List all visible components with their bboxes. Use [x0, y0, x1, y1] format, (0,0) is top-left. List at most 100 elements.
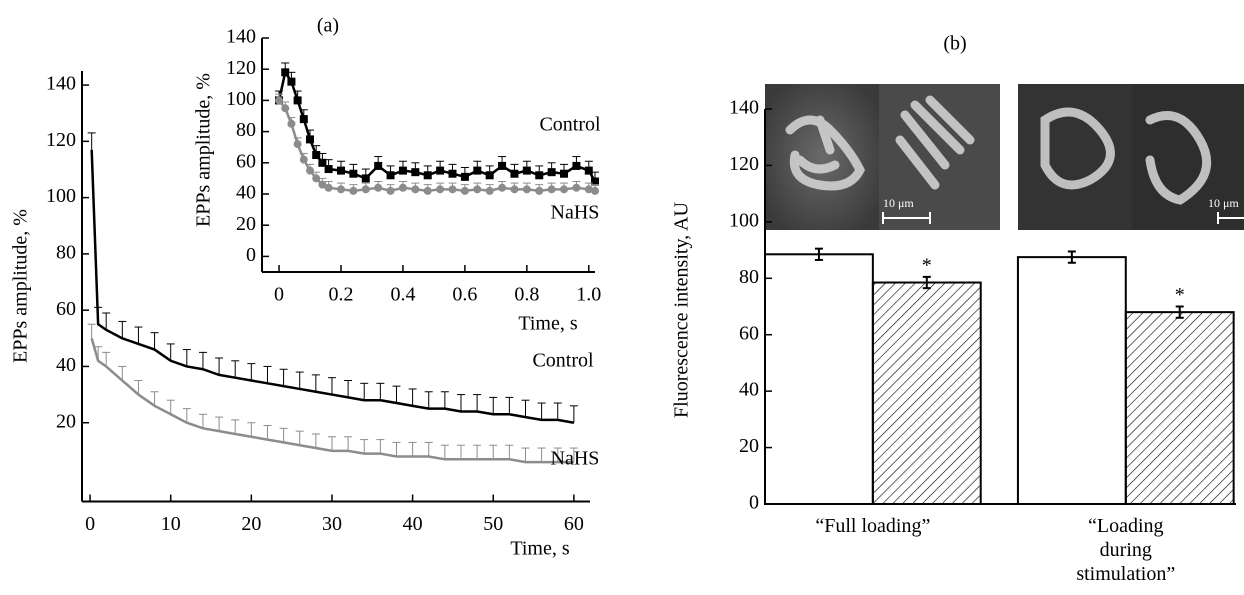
y-tick-label: 0	[749, 492, 759, 514]
marker	[374, 183, 383, 192]
marker	[287, 77, 296, 86]
marker	[572, 161, 581, 170]
y-tick-label: 120	[226, 57, 256, 79]
marker	[398, 183, 407, 192]
y-tick-label: 40	[739, 379, 759, 401]
bar	[764, 253, 874, 505]
y-axis-label: EPPs amplitude, %	[10, 209, 32, 363]
marker	[535, 171, 544, 180]
marker	[318, 180, 327, 189]
y-tick-label: 80	[236, 119, 256, 141]
marker	[547, 185, 556, 194]
bar	[1016, 256, 1127, 505]
marker	[361, 174, 370, 183]
x-tick-label: 0	[85, 513, 95, 535]
y-tick-label: 0	[246, 244, 256, 266]
marker	[336, 185, 345, 194]
x-tick-label: 0.8	[514, 284, 539, 306]
y-axis-label: Fluorescence intensity, AU	[671, 202, 693, 418]
marker	[572, 183, 581, 192]
y-axis-label: EPPs amplitude, %	[193, 73, 215, 227]
marker	[275, 96, 284, 105]
y-tick-label: 20	[56, 410, 76, 432]
x-tick-label: 0.6	[452, 284, 477, 306]
marker	[460, 186, 469, 195]
y-tick-label: 60	[739, 322, 759, 344]
scale-bars	[882, 212, 1244, 224]
bar	[1124, 311, 1235, 505]
annotation: *	[1175, 284, 1185, 306]
marker	[591, 186, 599, 195]
y-tick-label: 100	[729, 209, 759, 231]
marker	[293, 96, 302, 105]
marker	[560, 169, 569, 178]
marker	[281, 68, 290, 77]
panel-label: (b)	[943, 33, 966, 55]
y-tick-label: 80	[739, 266, 759, 288]
x-tick-label: 0.2	[328, 284, 353, 306]
y-tick-label: 80	[56, 241, 76, 263]
marker	[584, 166, 593, 175]
series-label: NaHS	[551, 448, 600, 470]
x-tick-label: “Loading during stimulation”	[1076, 515, 1176, 585]
marker	[547, 168, 556, 177]
marker	[324, 183, 333, 192]
marker	[560, 185, 569, 194]
y-tick-label: 20	[236, 213, 256, 235]
x-tick-label: 50	[483, 513, 503, 535]
marker	[535, 186, 544, 195]
y-tick-label: 140	[226, 26, 256, 48]
y-tick-label: 40	[56, 354, 76, 376]
marker	[473, 185, 482, 194]
marker	[318, 158, 327, 167]
y-tick-label: 120	[46, 129, 76, 151]
marker	[423, 171, 432, 180]
marker	[485, 186, 494, 195]
marker	[522, 166, 531, 175]
x-axis-label: Time, s	[518, 313, 578, 335]
x-tick-label: 30	[322, 513, 342, 535]
marker	[312, 151, 321, 159]
x-tick-label: “Full loading”	[815, 515, 931, 537]
marker	[436, 166, 445, 175]
marker	[324, 165, 333, 174]
marker	[287, 119, 296, 128]
x-tick-label: 1.0	[576, 284, 601, 306]
marker	[398, 166, 407, 175]
marker	[306, 135, 315, 144]
marker	[281, 104, 290, 113]
marker	[436, 185, 445, 194]
marker	[591, 177, 599, 186]
y-tick-label: 140	[46, 73, 76, 95]
y-tick-label: 100	[226, 88, 256, 110]
series-line	[90, 149, 575, 424]
series-label: Control	[532, 350, 594, 372]
marker	[584, 185, 593, 194]
x-tick-label: 40	[403, 513, 423, 535]
marker	[374, 161, 383, 170]
marker	[411, 168, 420, 177]
marker	[510, 169, 519, 178]
marker	[349, 186, 358, 195]
y-tick-label: 120	[729, 153, 759, 175]
x-tick-label: 0	[274, 284, 284, 306]
marker	[448, 169, 457, 178]
marker	[386, 171, 395, 180]
marker	[522, 185, 531, 194]
y-tick-label: 40	[236, 182, 256, 204]
marker	[299, 155, 308, 164]
y-tick-label: 140	[729, 97, 759, 119]
scale-label: 10 μm	[883, 196, 914, 210]
marker	[349, 169, 358, 178]
marker	[485, 171, 494, 180]
micrograph	[1018, 84, 1132, 230]
marker	[306, 166, 315, 175]
x-tick-label: 10	[161, 513, 181, 535]
series-label: Control	[539, 114, 601, 136]
annotation: *	[922, 254, 932, 276]
series-label: NaHS	[551, 202, 600, 224]
marker	[510, 185, 519, 194]
marker	[336, 166, 345, 175]
